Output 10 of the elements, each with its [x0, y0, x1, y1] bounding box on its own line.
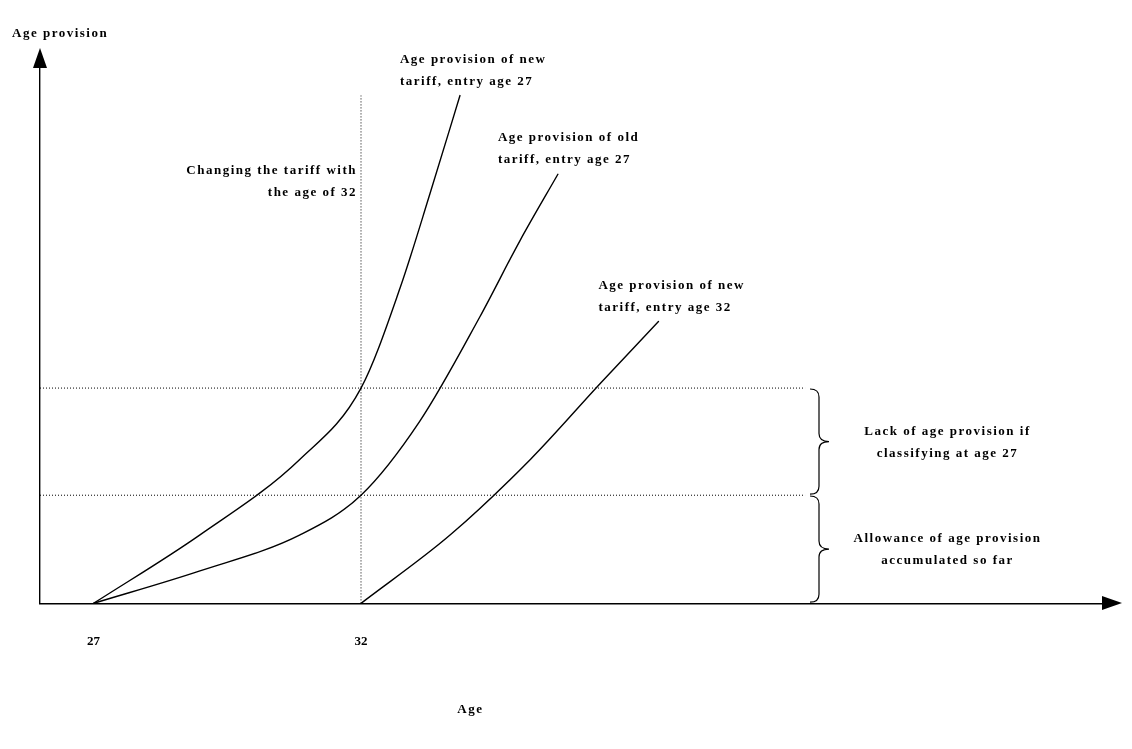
- y-axis-title: Age provision: [12, 24, 109, 42]
- ref-line-label: Changing the tariff with the age of 32: [185, 161, 357, 201]
- annotation: Lack of age provision if classifying at age 27: [863, 421, 1032, 462]
- text: Age provision of new tariff, entry age 27: [399, 49, 548, 90]
- annotation: Allowance of age provision accumulated so far: [852, 529, 1043, 570]
- x-tick-label: 27: [87, 632, 101, 648]
- text: Age provision of old tariff, entry age 27: [497, 128, 641, 169]
- x-tick-label: 32: [354, 632, 368, 648]
- x-axis-title: Age: [457, 700, 484, 718]
- text: Age provision of new tariff, entry age 32: [598, 275, 746, 316]
